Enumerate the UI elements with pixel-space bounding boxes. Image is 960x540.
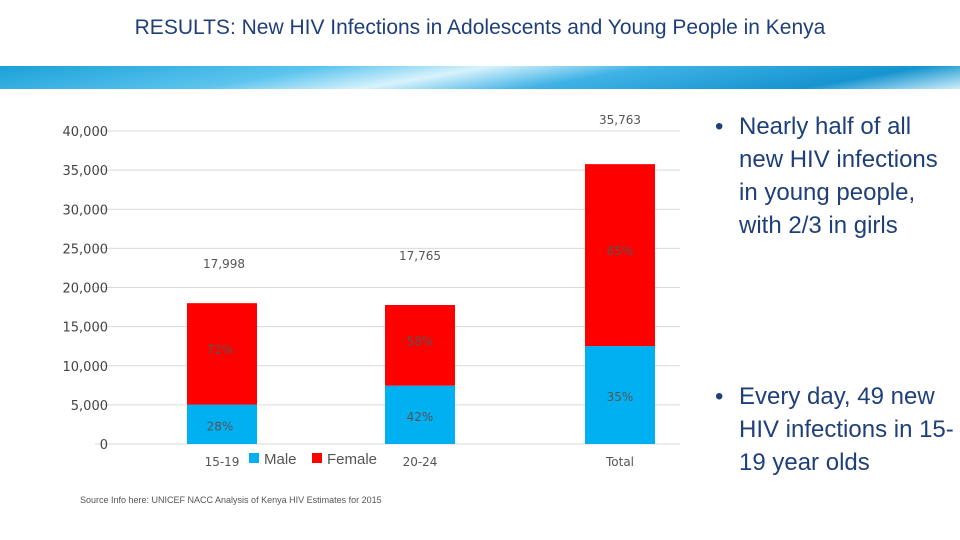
y-tick-label: 35,000 bbox=[63, 164, 109, 179]
y-tick-label: 25,000 bbox=[63, 242, 109, 257]
percent-label: 65% bbox=[607, 244, 634, 258]
y-tick-label: 10,000 bbox=[63, 360, 109, 375]
bar-female bbox=[385, 304, 455, 386]
y-tick-label: 0 bbox=[100, 438, 108, 453]
bar-female bbox=[187, 303, 257, 405]
bullet-icon: • bbox=[715, 113, 724, 140]
percent-label: 42% bbox=[407, 410, 434, 424]
legend-label-female: Female bbox=[327, 451, 377, 468]
bar-male bbox=[187, 404, 257, 444]
total-label: 17,765 bbox=[399, 249, 441, 263]
percent-label: 35% bbox=[607, 390, 634, 404]
percent-label: 72% bbox=[207, 343, 234, 357]
percent-label: 58% bbox=[407, 334, 434, 348]
percent-label: 28% bbox=[207, 419, 234, 433]
source-note: Source Info here: UNICEF NACC Analysis o… bbox=[80, 495, 382, 505]
total-label: 17,998 bbox=[203, 257, 245, 271]
bullet-1: • Nearly half of all new HIV infections … bbox=[715, 110, 960, 242]
y-tick-label: 15,000 bbox=[63, 321, 109, 336]
y-tick-label: 20,000 bbox=[63, 282, 109, 297]
legend-label-male: Male bbox=[264, 451, 297, 468]
category-label: 15-19 bbox=[205, 455, 240, 469]
stacked-bar-chart: 0 5,000 10,000 15,000 20,000 25,000 30,000 35,0… bbox=[63, 113, 680, 469]
bullet-2: • Every day, 49 new HIV infections in 15… bbox=[715, 380, 960, 479]
y-tick-label: 5,000 bbox=[71, 399, 108, 414]
legend-swatch-female bbox=[312, 453, 322, 463]
y-tick-label: 30,000 bbox=[63, 203, 109, 218]
total-label: 35,763 bbox=[599, 113, 641, 127]
category-label: Total bbox=[605, 455, 634, 469]
decorative-banner bbox=[0, 66, 960, 89]
legend-swatch-male bbox=[249, 453, 259, 463]
bar-male bbox=[585, 346, 655, 444]
y-tick-label: 40,000 bbox=[63, 125, 109, 140]
bar-female bbox=[585, 164, 655, 347]
category-label: 20-24 bbox=[403, 455, 438, 469]
slide-title: RESULTS: New HIV Infections in Adolescen… bbox=[134, 16, 826, 39]
bullet-icon: • bbox=[715, 383, 724, 410]
bar-male bbox=[385, 385, 455, 444]
